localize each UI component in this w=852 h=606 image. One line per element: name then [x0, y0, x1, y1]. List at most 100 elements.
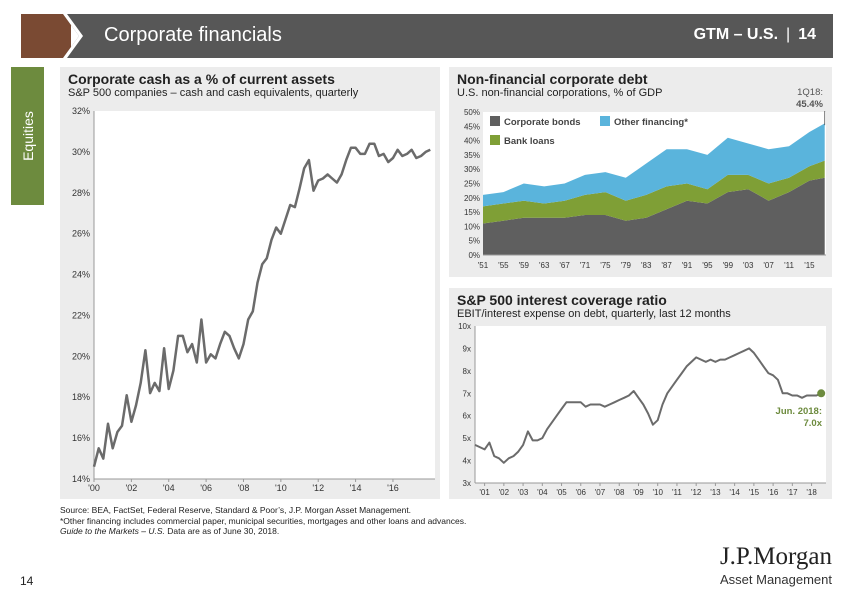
coverage-annotation-label: Jun. 2018: [776, 406, 822, 417]
debt-xtick-label: '87 [661, 261, 672, 270]
legend-other-financing-label: Other financing* [614, 117, 688, 128]
cash-series-line [92, 142, 431, 468]
debt-xtick-label: '75 [600, 261, 611, 270]
guide-title: Guide to the Markets – U.S. [60, 526, 165, 536]
coverage-ytick-label: 4x [463, 457, 471, 466]
guide-date: Data are as of June 30, 2018. [164, 526, 280, 536]
coverage-panel: S&P 500 interest coverage ratio EBIT/int… [449, 288, 832, 499]
cash-xtick-label: '06 [200, 483, 212, 493]
debt-xtick-label: '51 [478, 261, 489, 270]
debt-ytick-label: 30% [464, 165, 480, 174]
debt-ytick-label: 50% [464, 108, 480, 117]
side-tab-label: Equities [19, 111, 36, 161]
header-page-number: 14 [798, 26, 816, 43]
legend-other-financing-swatch [600, 116, 610, 126]
coverage-xtick-label: '17 [787, 488, 798, 497]
coverage-ytick-label: 5x [463, 434, 471, 443]
debt-area-bank-loans [483, 160, 825, 224]
page-number: 14 [20, 574, 34, 588]
cash-xtick-label: '00 [88, 483, 100, 493]
cash-title: Corporate cash as a % of current assets [68, 71, 335, 87]
coverage-xtick-label: '09 [633, 488, 644, 497]
cash-ytick-label: 18% [72, 392, 90, 402]
coverage-series-line [474, 347, 822, 464]
source-note: Source: BEA, FactSet, Federal Reserve, S… [60, 505, 412, 515]
cash-xtick-label: '04 [163, 483, 175, 493]
debt-xtick-label: '71 [580, 261, 591, 270]
debt-ytick-label: 10% [464, 222, 480, 231]
coverage-xtick-label: '12 [691, 488, 702, 497]
coverage-xtick-label: '13 [710, 488, 721, 497]
debt-chart: 0% 5% 10% 15% 20% 25% 30% 35% 40% 45% 50% '51 '55 '59… [464, 87, 826, 270]
debt-xtick-label: '67 [559, 261, 570, 270]
debt-xtick-label: '91 [682, 261, 693, 270]
debt-ytick-label: 40% [464, 137, 480, 146]
debt-xtick-label: '07 [763, 261, 774, 270]
debt-xtick-label: '63 [539, 261, 550, 270]
legend-bank-loans-swatch [490, 135, 500, 145]
debt-panel: Non-financial corporate debt U.S. non-fi… [449, 67, 832, 277]
coverage-xtick-label: '04 [537, 488, 548, 497]
debt-xtick-label: '79 [621, 261, 632, 270]
debt-xtick-label: '99 [723, 261, 734, 270]
coverage-xtick-label: '11 [672, 488, 682, 497]
debt-xtick-label: '03 [743, 261, 754, 270]
cash-plot-area [94, 111, 435, 479]
coverage-ytick-label: 3x [463, 479, 471, 488]
header-bar [63, 14, 833, 58]
logo-wordmark: J.P.Morgan [719, 543, 832, 570]
debt-ytick-label: 45% [464, 122, 480, 131]
cash-ytick-label: 24% [72, 270, 90, 280]
cash-ytick-label: 16% [72, 433, 90, 443]
cash-panel: Corporate cash as a % of current assets … [60, 67, 440, 499]
cash-subtitle: S&P 500 companies – cash and cash equiva… [68, 87, 359, 99]
legend-bank-loans-label: Bank loans [504, 136, 555, 147]
debt-ytick-label: 35% [464, 151, 480, 160]
coverage-chart: 3x 4x 5x 6x 7x 8x 9x 10x '01 '02 '03 '04 '05 '06 '07 '0… [458, 322, 826, 497]
coverage-xtick-label: '10 [652, 488, 663, 497]
cash-ytick-label: 20% [72, 351, 90, 361]
debt-ytick-label: 15% [464, 208, 480, 217]
coverage-subtitle: EBIT/interest expense on debt, quarterly… [457, 308, 731, 320]
header-band: Corporate financials GTM – U.S. | 14 [0, 14, 852, 58]
debt-ytick-label: 0% [468, 251, 480, 260]
coverage-annotation-value: 7.0x [804, 418, 823, 429]
coverage-xtick-label: '03 [518, 488, 529, 497]
coverage-plot-area [475, 326, 826, 483]
other-financing-note: *Other financing includes commercial pap… [60, 515, 467, 526]
header-divider: | [786, 26, 791, 43]
coverage-ytick-label: 6x [463, 412, 471, 421]
cash-ytick-label: 30% [72, 147, 90, 157]
debt-ytick-label: 5% [468, 237, 480, 246]
cash-ytick-label: 28% [72, 188, 90, 198]
debt-title: Non-financial corporate debt [457, 71, 648, 87]
coverage-ytick-label: 9x [463, 344, 471, 353]
legend-corporate-bonds-swatch [490, 116, 500, 126]
coverage-xtick-label: '07 [595, 488, 606, 497]
debt-ytick-label: 20% [464, 194, 480, 203]
cash-xtick-label: '10 [275, 483, 287, 493]
debt-xtick-label: '55 [498, 261, 509, 270]
debt-area-corporate-bonds [483, 177, 825, 255]
debt-xtick-label: '15 [804, 261, 815, 270]
coverage-xtick-label: '02 [499, 488, 510, 497]
cash-xtick-label: '12 [312, 483, 324, 493]
logo-subline: Asset Management [719, 572, 832, 587]
legend-corporate-bonds-label: Corporate bonds [504, 117, 581, 128]
coverage-ytick-label: 8x [463, 367, 471, 376]
coverage-ytick-label: 10x [458, 322, 471, 331]
cash-ytick-label: 14% [72, 474, 90, 484]
coverage-xtick-label: '14 [729, 488, 740, 497]
coverage-xtick-label: '16 [768, 488, 779, 497]
debt-xtick-label: '83 [641, 261, 652, 270]
debt-ytick-label: 25% [464, 180, 480, 189]
cash-xtick-label: '08 [238, 483, 250, 493]
header-section-label: GTM – U.S. | 14 [694, 26, 816, 44]
side-tab: Equities [11, 67, 44, 205]
debt-area-other-financing [483, 123, 825, 207]
coverage-xtick-label: '05 [556, 488, 567, 497]
coverage-xtick-label: '15 [749, 488, 760, 497]
coverage-ytick-label: 7x [463, 389, 471, 398]
cash-xtick-label: '16 [387, 483, 399, 493]
cash-ytick-label: 32% [72, 106, 90, 116]
